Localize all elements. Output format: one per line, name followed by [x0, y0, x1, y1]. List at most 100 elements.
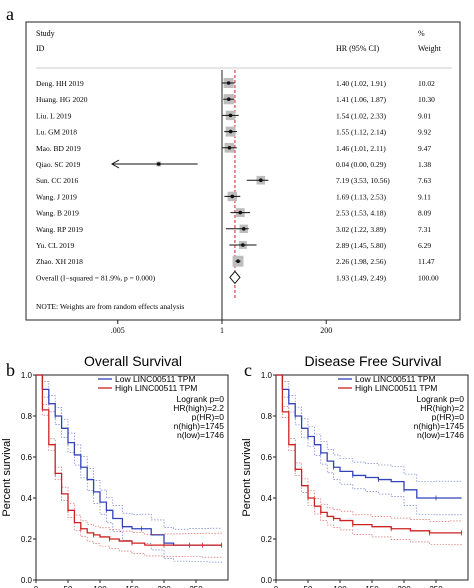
x-tick-label: 200 [397, 585, 411, 588]
study-label: Wang. B 2019 [36, 209, 79, 218]
series-0-ci-upper [36, 374, 222, 530]
x-tick-label: 100 [93, 585, 107, 588]
y-axis-label: Percent survival [1, 438, 13, 516]
study-point [238, 210, 243, 215]
header-study: Study [36, 29, 55, 38]
study-point [241, 227, 246, 231]
stat-annotation: p(HR)=0 [432, 412, 465, 422]
y-tick-label: 0.0 [261, 576, 273, 585]
study-weight: 10.30 [418, 95, 435, 104]
stat-annotation: Logrank p=0 [177, 394, 225, 404]
study-label: Zhao. XH 2018 [36, 257, 83, 266]
overall-label: Overall (I−squared = 81.9%, p = 0.000) [36, 273, 156, 282]
x-tick-label: 50 [64, 585, 73, 588]
study-hr-text: 3.02 (1.22, 3.89) [336, 225, 386, 234]
x-tick-label: 0 [274, 585, 279, 588]
study-weight: 7.31 [418, 225, 431, 234]
study-hr-text: 7.19 (3.53, 10.56) [336, 176, 390, 185]
panel-label-a: a [6, 4, 14, 24]
study-ci-arrow [110, 159, 120, 169]
study-hr-text: 2.89 (1.45, 5.80) [336, 241, 386, 250]
series-1-ci-lower [36, 374, 222, 558]
study-label: Yu. CL 2019 [36, 241, 75, 250]
study-weight: 11.47 [418, 257, 435, 266]
study-weight: 9.92 [418, 128, 431, 137]
y-tick-label: 0.6 [21, 453, 33, 462]
study-hr-text: 1.46 (1.01, 2.11) [336, 144, 386, 153]
study-label: Deng. HH 2019 [36, 79, 84, 88]
forest-note: NOTE: Weights are from random effects an… [36, 302, 184, 311]
y-tick-label: 1.0 [21, 371, 33, 380]
x-tick-label: 50 [304, 585, 313, 588]
y-axis-label: Percent survival [241, 438, 253, 516]
y-tick-label: 0.2 [261, 535, 273, 544]
study-weight: 6.29 [418, 241, 431, 250]
study-hr-text: 1.40 (1.02, 1.91) [336, 79, 386, 88]
series-0-ci-lower [276, 374, 462, 516]
overall-diamond [229, 270, 241, 285]
header-id: ID [36, 44, 45, 53]
study-weight: 9.01 [418, 111, 431, 120]
study-label: Sun. CC 2016 [36, 176, 79, 185]
study-hr-text: 1.54 (1.02, 2.33) [336, 111, 386, 120]
chart-title: Overall Survival [84, 353, 182, 369]
study-label: Lu. GM 2018 [36, 128, 77, 137]
study-point [236, 259, 240, 264]
study-point [228, 129, 233, 134]
study-label: Qiao. SC 2019 [36, 160, 81, 169]
study-hr-text: 0.04 (0.00, 0.29) [336, 160, 386, 169]
legend-label: Low LINC00511 TPM [355, 374, 435, 384]
study-point [241, 243, 245, 247]
forest-x-tick-label: .005 [111, 326, 125, 335]
header-weight: Weight [418, 44, 442, 53]
y-tick-label: 0.8 [21, 412, 33, 421]
stat-annotation: n(high)=1745 [414, 421, 465, 431]
y-tick-label: 0.4 [261, 494, 273, 503]
y-tick-label: 0.2 [21, 535, 33, 544]
stat-annotation: n(high)=1745 [174, 421, 225, 431]
forest-plot: Study ID HR (95% CI) % Weight NOTE: Weig… [25, 21, 461, 335]
study-hr-text: 1.55 (1.12, 2.14) [336, 128, 386, 137]
x-tick-label: 250 [429, 585, 443, 588]
legend-label: Low LINC00511 TPM [115, 374, 195, 384]
stat-annotation: HR(high)=2 [420, 403, 464, 413]
stat-annotation: n(low)=1746 [177, 430, 224, 440]
series-line-0 [276, 374, 462, 499]
y-tick-label: 0.0 [21, 576, 33, 585]
y-tick-label: 0.6 [261, 453, 273, 462]
overall-hr-text: 1.93 (1.49, 2.49) [336, 273, 386, 282]
header-hr: HR (95% CI) [336, 44, 379, 53]
legend-label: High LINC00511 TPM [355, 383, 437, 393]
x-tick-label: 150 [365, 585, 379, 588]
x-tick-label: 250 [189, 585, 203, 588]
y-tick-label: 0.4 [21, 494, 33, 503]
header-pct: % [418, 29, 425, 38]
series-line-1 [36, 374, 222, 546]
chart-title: Disease Free Survival [305, 353, 442, 369]
study-point [228, 113, 233, 118]
study-label: Mao. BD 2019 [36, 144, 81, 153]
study-point [259, 178, 263, 182]
study-hr-text: 1.69 (1.13, 2.53) [336, 192, 386, 201]
y-tick-label: 1.0 [261, 371, 273, 380]
x-tick-label: 100 [333, 585, 347, 588]
study-weight: 1.38 [418, 160, 431, 169]
study-weight: 9.47 [418, 144, 431, 153]
study-hr-text: 1.41 (1.06, 1.87) [336, 95, 386, 104]
study-weight: 10.02 [418, 79, 435, 88]
study-weight: 8.09 [418, 209, 431, 218]
stat-annotation: p(HR)=0 [192, 412, 225, 422]
panel-label-b: b [6, 360, 15, 380]
study-weight: 7.63 [418, 176, 431, 185]
study-point [156, 162, 161, 166]
overall-weight: 100.00 [418, 273, 439, 282]
study-hr-text: 2.26 (1.98, 2.56) [336, 257, 386, 266]
stat-annotation: Logrank p=0 [417, 394, 465, 404]
x-tick-label: 0 [34, 585, 39, 588]
stat-annotation: HR(high)=2.2 [173, 403, 224, 413]
x-tick-label: 200 [157, 585, 171, 588]
panel-label-c: c [244, 360, 252, 380]
study-point [226, 97, 231, 101]
